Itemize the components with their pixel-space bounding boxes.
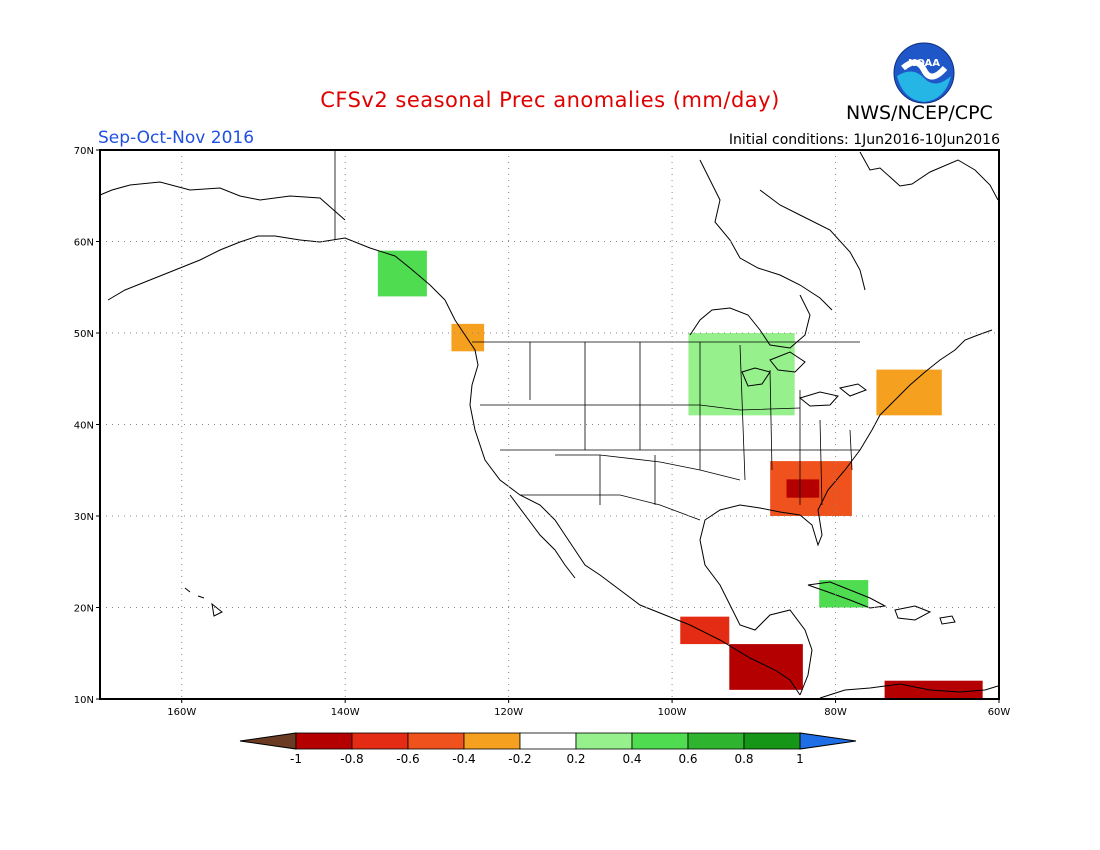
colorbar-label: -0.2 — [508, 752, 531, 766]
anomaly-region-6 — [729, 644, 803, 690]
colorbar-label: 0.6 — [678, 752, 697, 766]
colorbar-box — [575, 732, 633, 750]
colorbar-labels: -1 -0.8 -0.6 -0.4 -0.2 0.2 0.4 0.6 0.8 1 — [290, 752, 804, 766]
lat-label: 60N — [74, 238, 94, 249]
chart-title: CFSv2 seasonal Prec anomalies (mm/day) — [320, 88, 780, 112]
lon-label: 80W — [824, 707, 847, 718]
latitude-labels: 70N 60N 50N 40N 30N 20N 10N — [74, 146, 100, 706]
lon-label: 100W — [658, 707, 687, 718]
anomaly-region-9 — [377, 250, 427, 297]
colorbar-box — [687, 732, 745, 750]
map-plot: 70N 60N 50N 40N 30N 20N 10N 160W 140W 120W 100W 80… — [74, 146, 1011, 718]
noaa-logo-icon: NOAA — [893, 42, 955, 104]
colorbar-label: -0.6 — [396, 752, 419, 766]
colorbar-label: -0.8 — [340, 752, 363, 766]
colorbar-label: -1 — [290, 752, 302, 766]
anomaly-region-4 — [451, 323, 485, 352]
colorbar-label: -0.4 — [452, 752, 475, 766]
logo-text: NOAA — [908, 58, 940, 69]
colorbar-right-arrow — [799, 732, 857, 750]
lat-label: 70N — [74, 146, 94, 157]
anomaly-region-1 — [786, 479, 820, 498]
lon-label: 120W — [494, 707, 523, 718]
lon-label: 160W — [167, 707, 196, 718]
lat-label: 40N — [74, 421, 94, 432]
colorbar-label: 0.4 — [622, 752, 641, 766]
lat-label: 20N — [74, 604, 94, 615]
anomaly-fills — [377, 250, 983, 699]
agency-label: NWS/NCEP/CPC — [846, 102, 993, 124]
colorbar-label: 0.8 — [734, 752, 753, 766]
colorbar-label: 0.2 — [566, 752, 585, 766]
anomaly-region-2 — [688, 333, 795, 416]
colorbar-left-arrow — [239, 732, 297, 750]
longitude-labels: 160W 140W 120W 100W 80W 60W — [167, 699, 1010, 718]
colorbar-box — [295, 732, 353, 750]
lon-label: 60W — [988, 707, 1011, 718]
colorbar-box — [351, 732, 409, 750]
state-borders — [334, 150, 860, 521]
anomaly-region-5 — [680, 616, 730, 645]
colorbar-box — [631, 732, 689, 750]
lon-label: 140W — [331, 707, 360, 718]
colorbar-boxes — [239, 732, 857, 750]
colorbar-label: 1 — [796, 752, 804, 766]
colorbar: -1 -0.8 -0.6 -0.4 -0.2 0.2 0.4 0.6 0.8 1 — [239, 732, 857, 766]
colorbar-box — [463, 732, 521, 750]
lat-label: 10N — [74, 695, 94, 706]
season-label: Sep-Oct-Nov 2016 — [98, 128, 255, 148]
coastlines — [99, 151, 999, 699]
lat-label: 50N — [74, 329, 94, 340]
initial-conditions-label: Initial conditions: 1Jun2016-10Jun2016 — [728, 132, 1000, 148]
colorbar-box — [743, 732, 801, 750]
colorbar-box — [519, 732, 577, 750]
lat-label: 30N — [74, 512, 94, 523]
colorbar-box — [407, 732, 465, 750]
